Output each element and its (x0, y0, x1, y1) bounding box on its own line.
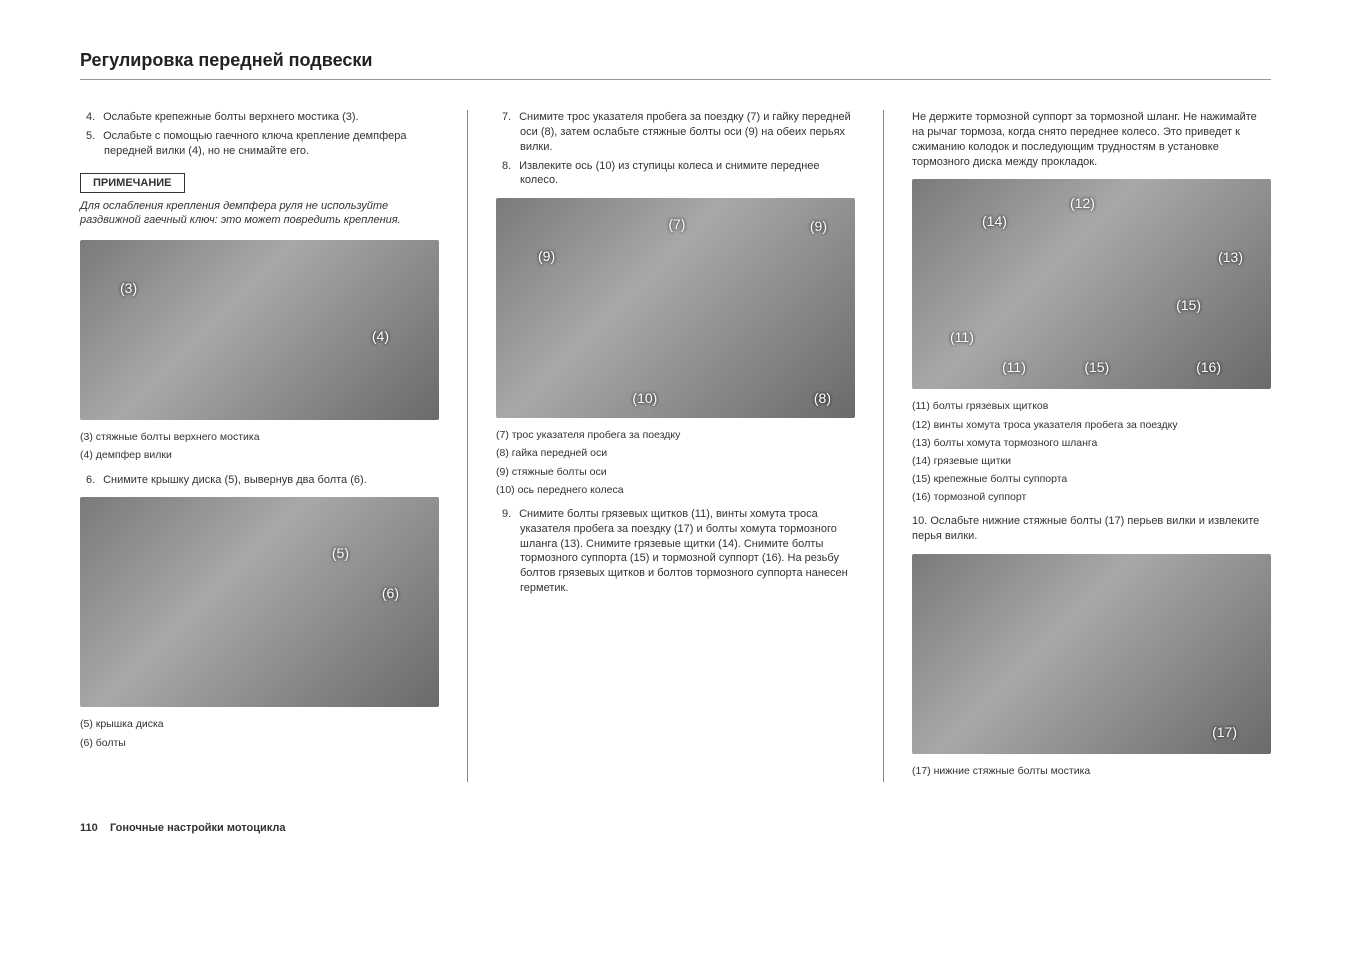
step-9: 9. Снимите болты грязевых щитков (11), в… (496, 507, 855, 596)
step-6: 6. Снимите крышку диска (5), вывернув дв… (80, 473, 439, 488)
step-4: 4. Ослабьте крепежные болты верхнего мос… (80, 110, 439, 125)
step-5-text: Ослабьте с помощью гаечного ключа крепле… (103, 130, 406, 157)
callout-8: (8) (814, 390, 831, 406)
callout-14: (14) (982, 213, 1007, 229)
callout-7: (7) (668, 216, 685, 232)
page-footer: 110 Гоночные настройки мотоцикла (80, 822, 1271, 834)
figure-front-axle: (7) (9) (9) (10) (8) (496, 198, 855, 418)
note-label: ПРИМЕЧАНИЕ (80, 173, 185, 193)
callout-17: (17) (1212, 724, 1237, 740)
caption-7: (7) трос указателя пробега за поездку (496, 428, 855, 442)
caption-16: (16) тормозной суппорт (912, 490, 1271, 504)
caption-6: (6) болты (80, 736, 439, 750)
callout-11b: (11) (1002, 359, 1026, 375)
figure-brake-caliper: (12) (14) (13) (15) (11) (11) (15) (16) (912, 179, 1271, 389)
caption-5: (5) крышка диска (80, 717, 439, 731)
warning-text: Не держите тормозной суппорт за тормозно… (912, 110, 1271, 169)
note-text: Для ослабления крепления демпфера руля н… (80, 199, 439, 229)
caption-15: (15) крепежные болты суппорта (912, 472, 1271, 486)
callout-3: (3) (120, 280, 137, 296)
figure-upper-clamp: (3) (4) (80, 240, 439, 420)
caption-11: (11) болты грязевых щитков (912, 399, 1271, 413)
step-4-text: Ослабьте крепежные болты верхнего мостик… (103, 111, 359, 123)
callout-11a: (11) (950, 329, 974, 345)
page-title: Регулировка передней подвески (80, 50, 1271, 80)
figure-lower-clamp: (17) (912, 554, 1271, 754)
callout-9b: (9) (810, 218, 827, 234)
callout-10: (10) (632, 390, 657, 406)
step-7: 7. Снимите трос указателя пробега за пое… (496, 110, 855, 155)
callout-4: (4) (372, 328, 389, 344)
column-divider-2 (883, 110, 884, 782)
column-1: 4. Ослабьте крепежные болты верхнего мос… (80, 110, 439, 782)
column-3: Не держите тормозной суппорт за тормозно… (912, 110, 1271, 782)
caption-10: (10) ось переднего колеса (496, 483, 855, 497)
step-10: 10. Ослабьте нижние стяжные болты (17) п… (912, 514, 1271, 544)
caption-13: (13) болты хомута тормозного шланга (912, 436, 1271, 450)
step-6-text: Снимите крышку диска (5), вывернув два б… (103, 474, 367, 486)
callout-15b: (15) (1176, 297, 1201, 313)
content-columns: 4. Ослабьте крепежные болты верхнего мос… (80, 110, 1271, 782)
caption-9: (9) стяжные болты оси (496, 465, 855, 479)
callout-13: (13) (1218, 249, 1243, 265)
figure-disc-cover: (5) (6) (80, 497, 439, 707)
step-8-text: Извлеките ось (10) из ступицы колеса и с… (519, 160, 819, 187)
column-divider-1 (467, 110, 468, 782)
step-9-text: Снимите болты грязевых щитков (11), винт… (519, 508, 848, 594)
caption-3: (3) стяжные болты верхнего мостика (80, 430, 439, 444)
caption-17: (17) нижние стяжные болты мостика (912, 764, 1271, 778)
section-name: Гоночные настройки мотоцикла (110, 822, 286, 834)
step-7-text: Снимите трос указателя пробега за поездк… (519, 111, 851, 153)
caption-8: (8) гайка передней оси (496, 446, 855, 460)
caption-4: (4) демпфер вилки (80, 448, 439, 462)
step-5: 5. Ослабьте с помощью гаечного ключа кре… (80, 129, 439, 159)
column-2: 7. Снимите трос указателя пробега за пое… (496, 110, 855, 782)
callout-5: (5) (332, 545, 349, 561)
caption-14: (14) грязевые щитки (912, 454, 1271, 468)
callout-16: (16) (1196, 359, 1221, 375)
callout-9a: (9) (538, 248, 555, 264)
step-8: 8. Извлеките ось (10) из ступицы колеса … (496, 159, 855, 189)
callout-15a: (15) (1084, 359, 1109, 375)
callout-12: (12) (1070, 195, 1095, 211)
caption-12: (12) винты хомута троса указателя пробег… (912, 418, 1271, 432)
callout-6: (6) (382, 585, 399, 601)
page-number: 110 (80, 822, 98, 834)
